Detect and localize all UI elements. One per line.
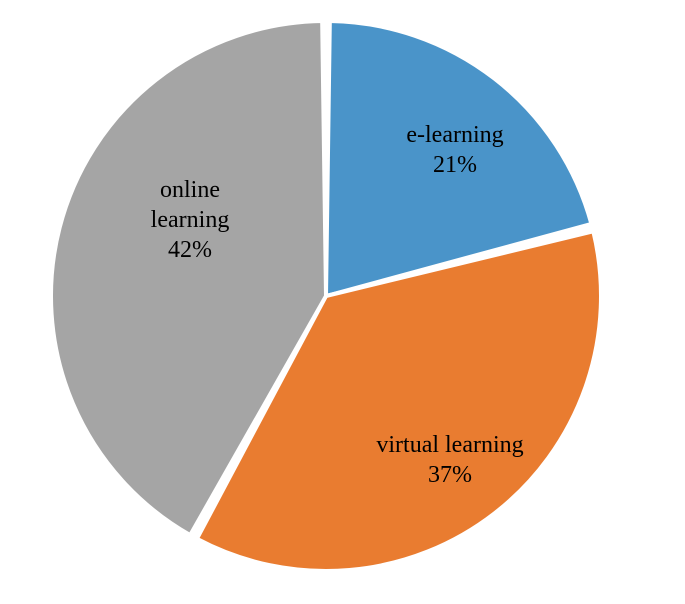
slice-label: onlinelearning42% bbox=[151, 175, 230, 265]
slice-label: virtual learning37% bbox=[376, 430, 523, 490]
pie-svg bbox=[0, 0, 685, 604]
slice-label: e-learning21% bbox=[406, 120, 503, 180]
pie-chart: e-learning21% virtual learning37% onlinele… bbox=[0, 0, 685, 604]
